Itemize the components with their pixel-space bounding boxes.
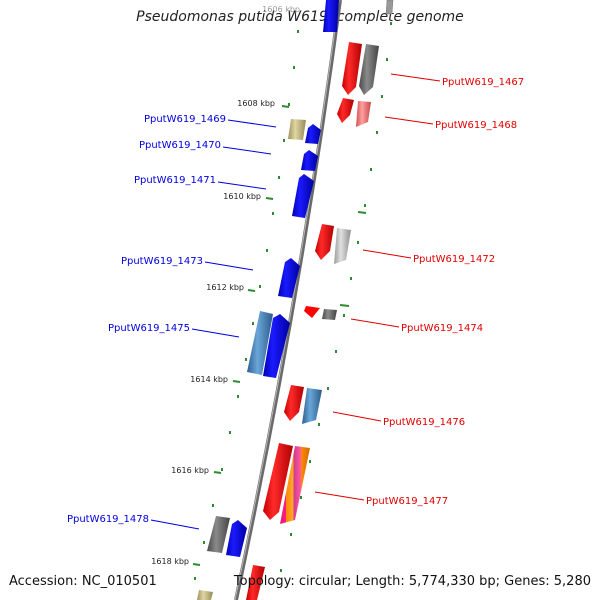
kbp-label: 1616 kbp [171, 466, 209, 475]
scale-dots-inner [194, 30, 299, 580]
gene-label[interactable]: PputW619_1472 [413, 254, 495, 265]
kbp-label: 1610 kbp [223, 192, 261, 201]
reverse-gene-labels [150, 119, 277, 530]
gene-feature[interactable] [207, 516, 230, 553]
gene-label[interactable]: PputW619_1469 [144, 114, 226, 125]
gene-feature[interactable] [197, 590, 213, 600]
scale-dots-outer [280, 22, 392, 572]
gene-feature[interactable] [385, 0, 394, 15]
accession-text: Accession: NC_010501 [9, 574, 157, 589]
gene-feature[interactable] [356, 101, 371, 127]
genome-summary-text: Topology: circular; Length: 5,774,330 bp… [233, 574, 591, 589]
gene-label[interactable]: PputW619_1475 [108, 323, 190, 334]
scale-labels: 1606 kbp 1608 kbp 1610 kbp 1612 kbp 1614… [151, 5, 300, 566]
gene-feature[interactable] [334, 228, 351, 264]
gene-label[interactable]: PputW619_1477 [366, 496, 448, 507]
gene-feature[interactable] [342, 42, 362, 95]
gene-feature[interactable] [263, 314, 290, 378]
gene-feature[interactable] [337, 98, 354, 123]
scale-ticks [192, 105, 367, 566]
gene-feature[interactable] [302, 388, 322, 424]
gene-feature[interactable] [288, 119, 306, 140]
gene-feature[interactable] [301, 150, 318, 171]
reverse-strand-genes [197, 0, 339, 600]
gene-feature[interactable] [323, 0, 339, 32]
genome-backbone [234, 0, 342, 600]
gene-feature[interactable] [315, 224, 334, 260]
gene-feature[interactable] [359, 44, 379, 95]
kbp-label: 1618 kbp [151, 557, 189, 566]
kbp-label: 1608 kbp [237, 99, 275, 108]
gene-feature[interactable] [247, 311, 273, 375]
gene-label[interactable]: PputW619_1473 [121, 256, 203, 267]
gene-feature[interactable] [280, 446, 310, 524]
kbp-label: 1612 kbp [206, 283, 244, 292]
gene-feature[interactable] [278, 258, 300, 298]
gene-feature[interactable] [304, 306, 320, 318]
gene-feature[interactable] [284, 385, 304, 421]
map-title: Pseudomonas putida W619, complete genome [136, 9, 464, 25]
gene-label[interactable]: PputW619_1476 [383, 417, 465, 428]
gene-feature[interactable] [246, 565, 265, 600]
kbp-label: 1606 kbp [262, 5, 300, 14]
gene-feature[interactable] [292, 174, 314, 218]
gene-feature[interactable] [226, 520, 247, 557]
forward-gene-labels [314, 73, 441, 501]
gene-label[interactable]: PputW619_1478 [67, 514, 149, 525]
gene-label[interactable]: PputW619_1474 [401, 323, 483, 334]
kbp-label: 1614 kbp [190, 375, 228, 384]
gene-feature[interactable] [322, 309, 337, 320]
gene-label[interactable]: PputW619_1468 [435, 120, 517, 131]
gene-label[interactable]: PputW619_1470 [139, 140, 221, 151]
gene-label[interactable]: PputW619_1467 [442, 77, 524, 88]
forward-strand-genes [246, 0, 394, 600]
gene-feature[interactable] [263, 443, 293, 520]
genome-backbone-highlight [234, 0, 340, 600]
gene-label[interactable]: PputW619_1471 [134, 175, 216, 186]
gene-feature[interactable] [305, 124, 321, 144]
